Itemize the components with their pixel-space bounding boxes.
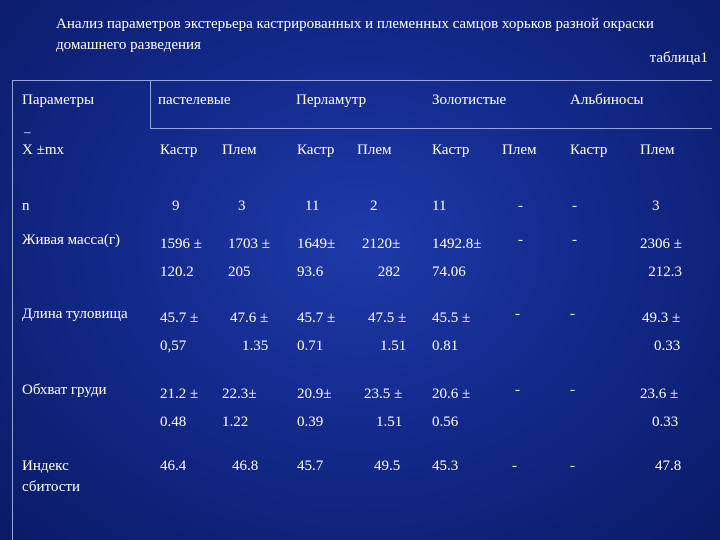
table-left-border xyxy=(12,80,13,540)
table-cell: 22.3± 1.22 xyxy=(222,386,257,430)
table-cell: - xyxy=(570,458,575,474)
table-cell: 49.3 ± 0.33 xyxy=(642,310,681,354)
sub-plem-4: Плем xyxy=(640,142,675,158)
table-cell: 45.7 ± 0,57 xyxy=(160,310,199,354)
slide-title: Анализ параметров экстерьера кастрирован… xyxy=(56,16,654,53)
table-top-border xyxy=(12,80,712,81)
table-cell: 45.5 ± 0.81 xyxy=(432,310,471,354)
table-cell: - xyxy=(572,198,577,214)
table-label: таблица1 xyxy=(649,50,708,66)
table-cell: - xyxy=(518,232,523,248)
table-cell: 23.6 ± 0.33 xyxy=(640,386,679,430)
table-cell: - xyxy=(570,382,575,398)
table-cell: 11 xyxy=(432,198,447,214)
header-xbar: – xyxy=(24,124,31,139)
table-cell: 46.8 xyxy=(232,458,259,474)
table-cell: 20.9± 0.39 xyxy=(297,386,332,430)
sub-kastr-2: Кастр xyxy=(297,142,335,158)
header-params: Параметры xyxy=(22,92,95,108)
sub-kastr-4: Кастр xyxy=(570,142,608,158)
row-label-length: Длина туловища xyxy=(22,306,128,322)
table-cell: 21.2 ± 0.48 xyxy=(160,386,199,430)
sub-kastr-1: Кастр xyxy=(160,142,198,158)
row-label-chest: Обхват груди xyxy=(22,382,107,398)
label-column-divider xyxy=(150,80,151,128)
table-cell: 49.5 xyxy=(374,458,401,474)
group-golden: Золотистые xyxy=(432,92,507,108)
table-cell: - xyxy=(572,232,577,248)
table-cell: 2 xyxy=(370,198,378,214)
row-label-n: n xyxy=(22,198,30,214)
table-cell: - xyxy=(570,306,575,322)
table-cell: 9 xyxy=(172,198,180,214)
table-cell: 20.6 ± 0.56 xyxy=(432,386,471,430)
table-cell: 3 xyxy=(238,198,246,214)
table-cell: 11 xyxy=(305,198,320,214)
table-cell: - xyxy=(512,458,517,474)
row-label-index: Индекс сбитости xyxy=(22,458,80,495)
table-cell: 1596 ± 120.2 xyxy=(160,236,202,280)
group-albino: Альбиносы xyxy=(570,92,644,108)
table-cell: 23.5 ± 1.51 xyxy=(364,386,403,430)
row-label-weight: Живая масса(г) xyxy=(22,232,121,248)
group-pearl: Перламутр xyxy=(296,92,367,108)
sub-kastr-3: Кастр xyxy=(432,142,470,158)
table-cell: 2306 ± 212.3 xyxy=(640,236,682,280)
group-pastel: пастелевые xyxy=(158,92,231,108)
table-cell: - xyxy=(515,382,520,398)
sub-plem-1: Плем xyxy=(222,142,257,158)
table-cell: 46.4 xyxy=(160,458,187,474)
table-cell: 1492.8± 74.06 xyxy=(432,236,482,280)
table-cell: 2120± 282 xyxy=(362,236,401,280)
table-cell: 47.5 ± 1.51 xyxy=(368,310,407,354)
table-cell: 45.7 xyxy=(297,458,324,474)
table-cell: 1703 ± 205 xyxy=(228,236,270,280)
table-cell: 47.6 ± 1.35 xyxy=(230,310,269,354)
table-cell: - xyxy=(518,198,523,214)
sub-plem-2: Плем xyxy=(357,142,392,158)
header-stat: X ±mx xyxy=(22,142,64,158)
header-divider xyxy=(150,128,712,129)
table-cell: 45.7 ± 0.71 xyxy=(297,310,336,354)
table-cell: 3 xyxy=(652,198,660,214)
sub-plem-3: Плем xyxy=(502,142,537,158)
table-cell: 47.8 xyxy=(655,458,682,474)
table-cell: 1649± 93.6 xyxy=(297,236,336,280)
table-cell: - xyxy=(515,306,520,322)
table-cell: 45.3 xyxy=(432,458,459,474)
